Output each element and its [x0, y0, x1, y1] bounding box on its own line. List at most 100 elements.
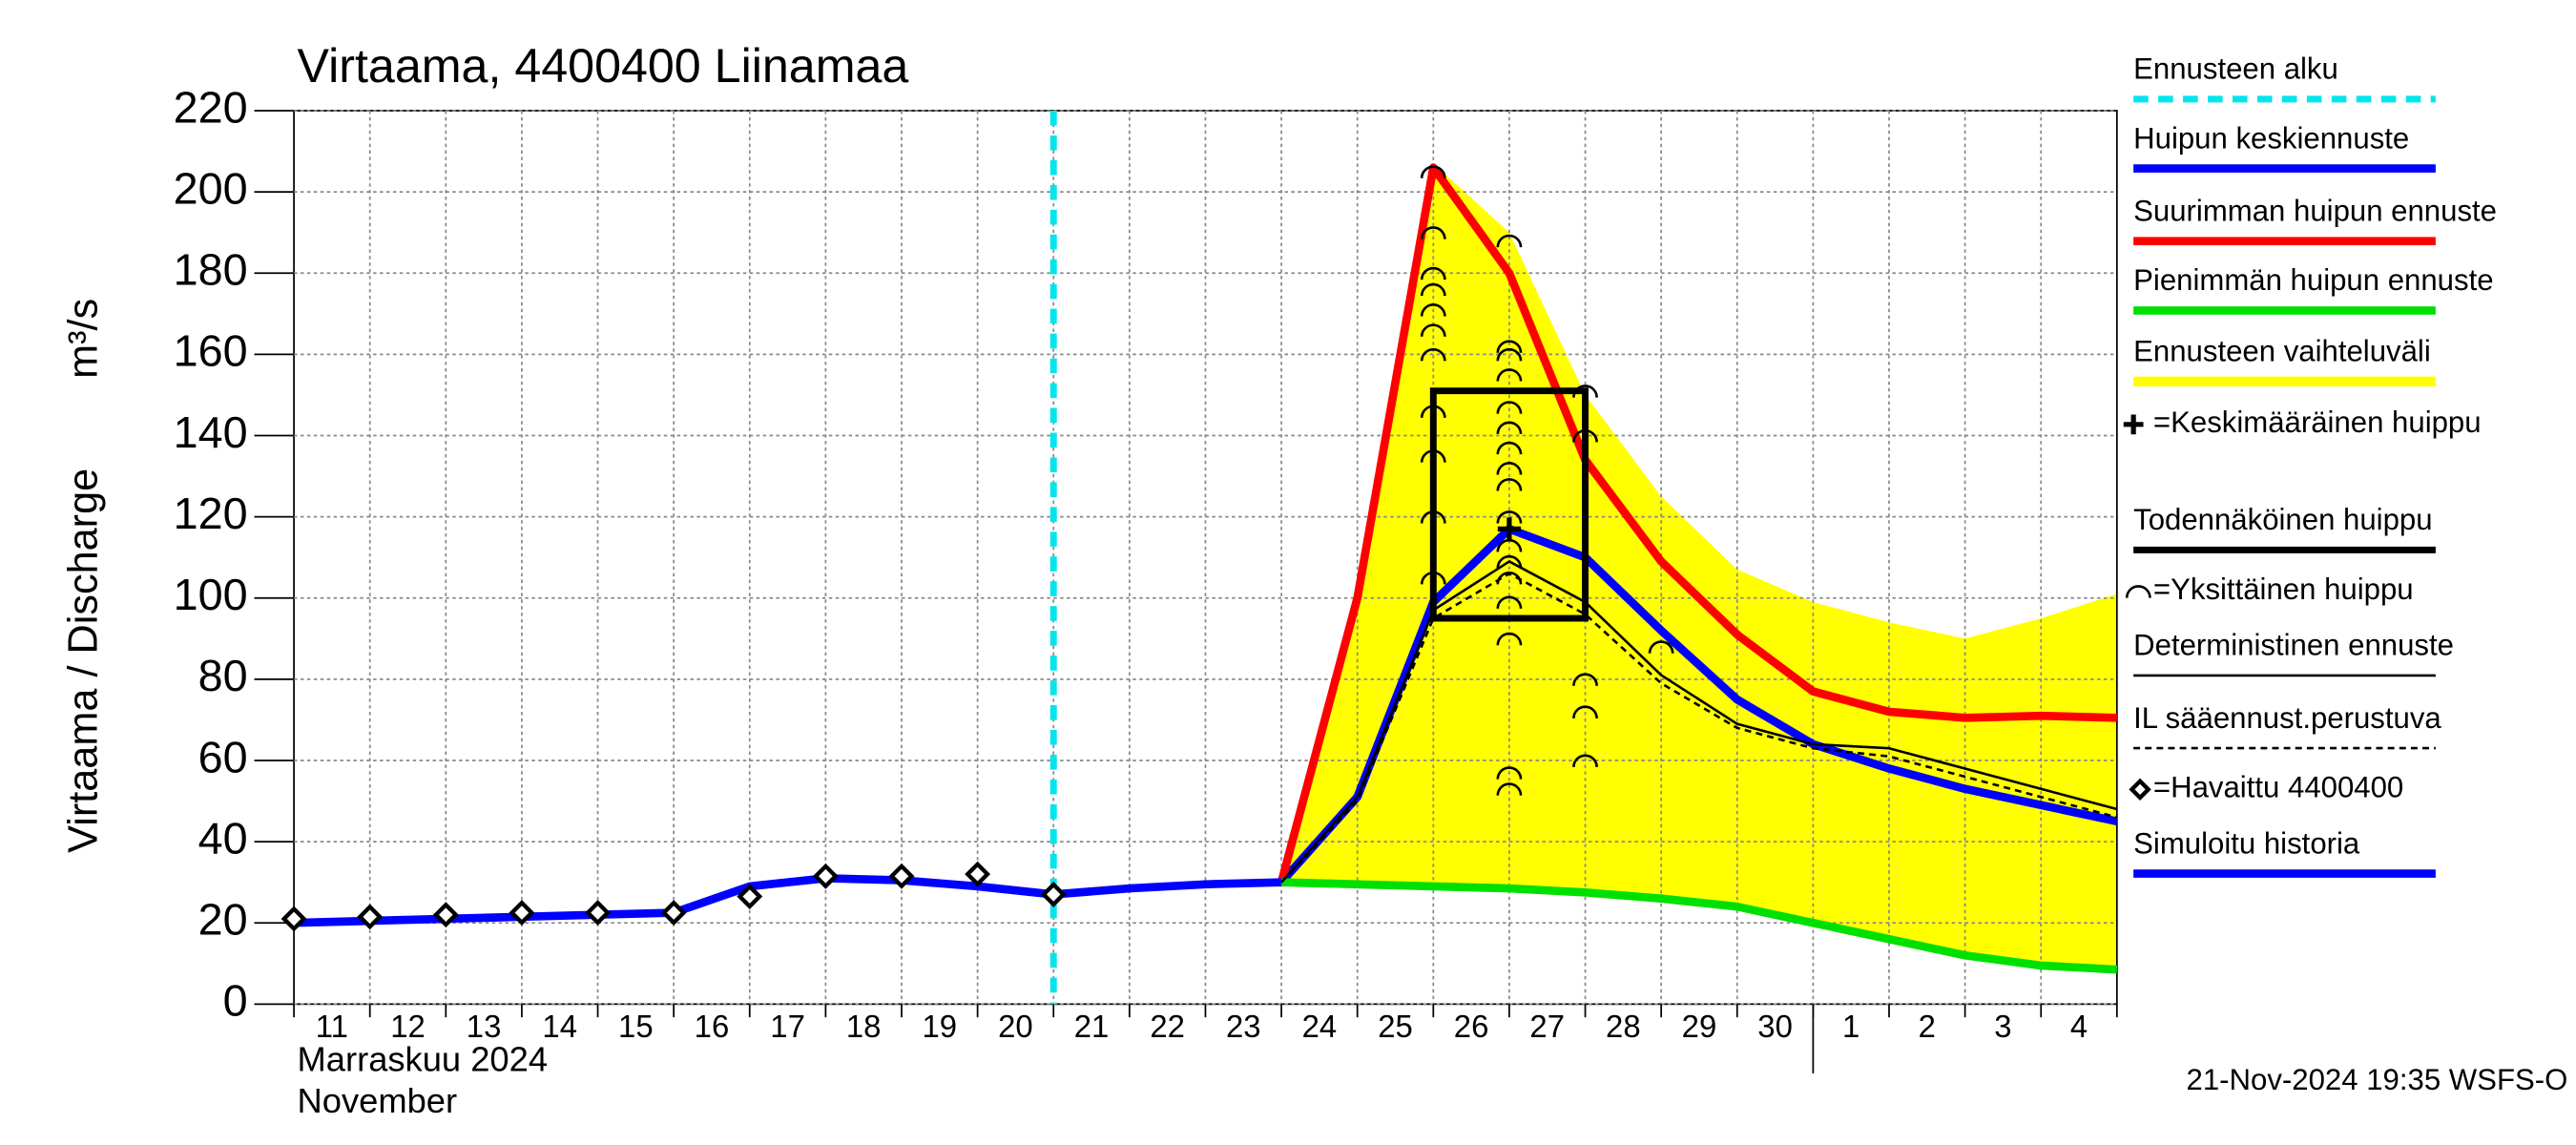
x-tick-label: 1	[1842, 1009, 1859, 1044]
x-tick-label: 3	[1994, 1009, 2011, 1044]
single-peak	[1496, 401, 1523, 414]
x-tick-label: 29	[1682, 1009, 1717, 1044]
single-peak	[1420, 282, 1446, 297]
y-tick-label: 20	[198, 895, 248, 945]
y-tick-label: 120	[174, 489, 248, 538]
single-peak	[1496, 368, 1523, 382]
single-peak	[1420, 303, 1446, 317]
mean-peak	[1497, 517, 1522, 541]
single-peak	[1496, 421, 1523, 434]
single-peak	[1572, 673, 1598, 686]
legend-label: =Yksittäinen huippu	[2153, 572, 2414, 606]
x-tick-label: 17	[770, 1009, 805, 1044]
observed-point	[660, 900, 687, 926]
single-peak	[1572, 705, 1598, 718]
y-axis-label: Virtaama / Discharge	[60, 468, 106, 853]
probable-peak-box	[1429, 387, 1589, 622]
legend-label: IL sääennust.perustuva	[2133, 701, 2441, 735]
x-tick-label: 14	[542, 1009, 577, 1044]
grid-layer	[254, 110, 2118, 1074]
single-peak	[1496, 510, 1523, 524]
series-line	[1277, 163, 2117, 884]
month-label: November	[298, 1081, 458, 1120]
legend: Ennusteen alku Huipun keskiennuste Suurimm…	[2123, 52, 2497, 878]
legend-label: Ennusteen alku	[2133, 52, 2338, 86]
band-layer	[1281, 163, 2117, 970]
x-tick-label: 27	[1529, 1009, 1565, 1044]
legend-label: Suurimman huipun ennuste	[2133, 195, 2497, 228]
observed-point	[737, 884, 763, 909]
observed-point	[432, 902, 459, 928]
x-tick-label: 21	[1074, 1009, 1110, 1044]
y-axis-unit: m³/s	[60, 299, 106, 379]
observed-point	[357, 904, 384, 930]
single-peak	[1572, 754, 1598, 768]
legend-symbol	[2125, 585, 2151, 598]
single-peak	[1420, 510, 1446, 524]
x-tick-label: 24	[1302, 1009, 1338, 1044]
timestamp: 21-Nov-2024 19:35 WSFS-O	[2187, 1063, 2568, 1096]
observed-point	[965, 861, 991, 887]
observed-point	[509, 900, 535, 926]
y-tick-label: 40	[198, 813, 248, 863]
x-tick-label: 26	[1454, 1009, 1489, 1044]
legend-label: Ennusteen vaihteluväli	[2133, 335, 2431, 368]
observed-point	[585, 900, 611, 926]
x-tick-label: 16	[695, 1009, 730, 1044]
single-peak	[1572, 428, 1598, 443]
x-tick-label: 19	[923, 1009, 958, 1044]
single-peak	[1420, 405, 1446, 418]
single-peak	[1496, 782, 1523, 796]
series-line	[1278, 525, 2118, 885]
y-tick-label: 0	[223, 976, 248, 1026]
y-tick-label: 80	[198, 651, 248, 700]
x-tick-label: 13	[467, 1009, 502, 1044]
legend-label: Simuloitu historia	[2133, 826, 2360, 860]
observed-point	[812, 863, 839, 889]
y-tick-label: 180	[174, 245, 248, 295]
single-peak	[1496, 478, 1523, 491]
legend-symbol	[2129, 778, 2151, 802]
series-line	[1280, 878, 2118, 974]
legend-label: Huipun keskiennuste	[2133, 121, 2409, 155]
single-peak	[1496, 340, 1523, 353]
x-tick-label: 22	[1150, 1009, 1185, 1044]
x-tick-label: 11	[316, 1009, 348, 1044]
observed-point	[888, 863, 915, 889]
observed-point	[280, 906, 307, 932]
x-tick-label: 25	[1378, 1009, 1413, 1044]
single-peak	[1420, 266, 1446, 281]
y-tick-label: 200	[174, 163, 248, 213]
x-tick-label: 20	[998, 1009, 1033, 1044]
chart-title: Virtaama, 4400400 Liinamaa	[298, 39, 909, 93]
month-label: Marraskuu 2024	[298, 1040, 549, 1079]
single-peak	[1420, 226, 1446, 239]
single-peak	[1420, 571, 1446, 585]
single-peak	[1496, 441, 1523, 455]
x-tick-label: 30	[1757, 1009, 1793, 1044]
series-line	[1280, 560, 2118, 884]
legend-label: =Havaittu 4400400	[2153, 771, 2403, 804]
observed-point	[1040, 881, 1067, 907]
single-peak	[1496, 632, 1523, 646]
x-tick-label: 4	[2070, 1009, 2088, 1044]
x-tick-label: 12	[390, 1009, 426, 1044]
single-peak	[1496, 571, 1523, 585]
series-line	[293, 874, 1282, 927]
legend-label: Pienimmän huipun ennuste	[2133, 263, 2493, 297]
x-tick-label: 18	[846, 1009, 882, 1044]
single-peak	[1420, 323, 1446, 337]
y-tick-label: 160	[174, 326, 248, 376]
single-peak	[1496, 554, 1523, 569]
single-peak	[1648, 640, 1674, 654]
single-peak	[1496, 234, 1523, 248]
x-tick-label: 23	[1226, 1009, 1261, 1044]
y-tick-label: 60	[198, 732, 248, 781]
single-peak	[1496, 347, 1523, 362]
legend-label: =Keskimääräinen huippu	[2153, 406, 2482, 439]
series-line	[1280, 572, 2118, 884]
single-peak	[1496, 766, 1523, 780]
